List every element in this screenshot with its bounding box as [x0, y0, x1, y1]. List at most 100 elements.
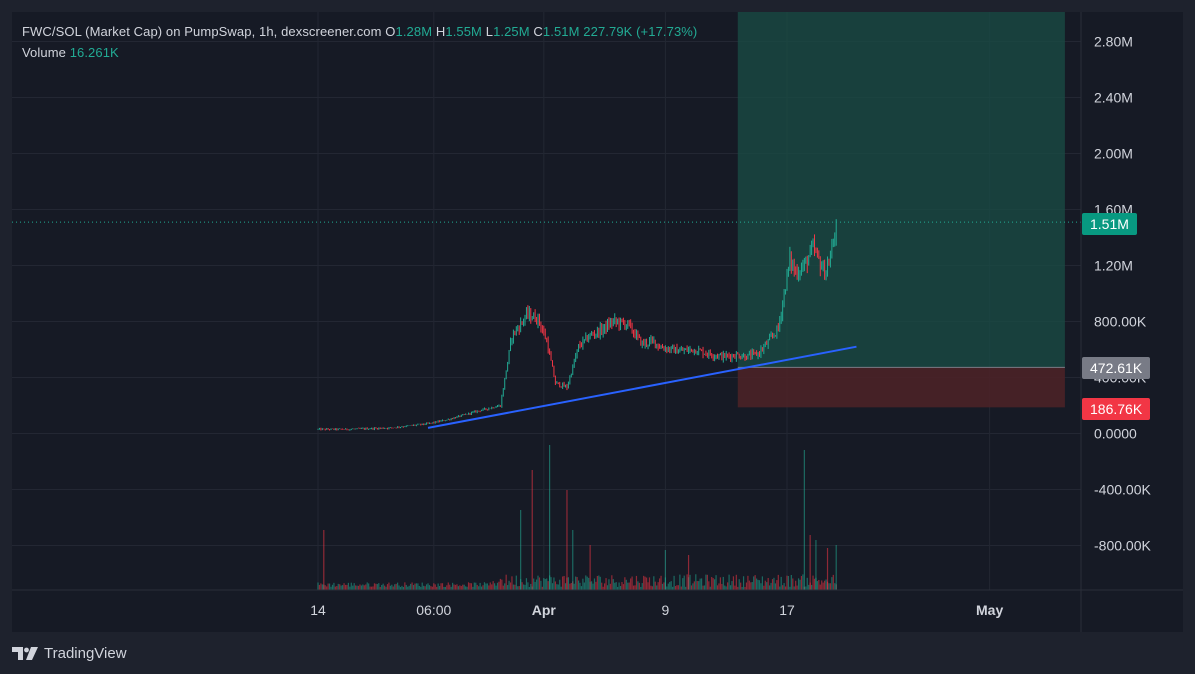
volume-bar [780, 576, 782, 590]
volume-bar [672, 586, 674, 590]
volume-bar [777, 574, 779, 590]
volume-bar [401, 585, 403, 590]
volume-bar [832, 574, 834, 590]
x-tick-label: 17 [779, 602, 795, 618]
volume-bar [408, 585, 410, 590]
chart-pane[interactable]: 2.80M2.40M2.00M1.60M1.20M800.00K400.00K0… [12, 12, 1183, 632]
volume-bar [331, 584, 334, 590]
low-label: L [485, 24, 494, 39]
volume-bar [575, 576, 577, 590]
volume-bar [640, 586, 642, 590]
volume-bar [392, 586, 394, 590]
volume-bar [433, 583, 435, 590]
volume-bar [405, 584, 407, 590]
volume-bar [719, 577, 722, 590]
volume-bar [666, 586, 668, 590]
volume-bar [438, 585, 441, 590]
volume-bar [447, 582, 449, 590]
volume-bar [379, 586, 381, 590]
volume-bar [598, 575, 600, 590]
volume-bar [779, 586, 781, 590]
volume-bar [505, 574, 507, 590]
symbol-title: FWC/SOL (Market Cap) on PumpSwap, 1h, de… [22, 24, 382, 39]
volume-bar [407, 586, 409, 590]
volume-bar [722, 576, 724, 590]
volume-bar [357, 585, 360, 590]
volume-bar [595, 581, 597, 590]
volume-legend: Volume 16.261K [22, 45, 119, 60]
volume-bar [517, 586, 519, 590]
open-label: O [385, 24, 396, 39]
volume-bar [467, 582, 470, 590]
volume-bar [383, 585, 386, 590]
volume-bar [424, 586, 426, 590]
volume-bar [676, 585, 678, 590]
volume-bar [382, 583, 384, 590]
volume-bar [493, 583, 496, 590]
volume-bar [731, 581, 733, 590]
volume-spike [589, 545, 591, 590]
ohlc-legend: FWC/SOL (Market Cap) on PumpSwap, 1h, de… [22, 24, 697, 39]
volume-bar [608, 579, 610, 590]
volume-bar [388, 582, 390, 590]
volume-bar [786, 575, 788, 590]
volume-bar [834, 583, 836, 590]
volume-bar [740, 582, 742, 590]
x-tick-label: 9 [662, 602, 670, 618]
y-tick-label: -800.00K [1094, 538, 1151, 554]
volume-bar [614, 582, 616, 590]
volume-bar [822, 582, 824, 590]
volume-bar [363, 585, 365, 590]
volume-bar [699, 578, 701, 590]
y-tick-label: 2.40M [1094, 90, 1133, 106]
volume-bar [771, 579, 774, 590]
volume-bar [735, 574, 737, 590]
volume-spike [531, 470, 533, 590]
volume-bar [553, 577, 555, 590]
volume-bar [760, 583, 762, 590]
volume-bar [718, 583, 720, 590]
volume-bar [724, 585, 726, 590]
volume-spike [566, 490, 568, 590]
volume-bar [415, 583, 418, 590]
volume-bar [336, 586, 338, 590]
stop-price-tag: 186.76K [1082, 398, 1151, 420]
volume-bar [436, 586, 438, 590]
volume-bar [606, 585, 609, 590]
volume-bar [659, 578, 661, 590]
y-tick-label: 1.20M [1094, 258, 1133, 274]
volume-bar [486, 583, 488, 590]
volume-bar [446, 585, 448, 590]
volume-bar [421, 582, 423, 590]
volume-bar [469, 583, 471, 590]
chart-canvas[interactable]: 2.80M2.40M2.00M1.60M1.20M800.00K400.00K0… [12, 12, 1183, 632]
volume-bar [657, 582, 659, 590]
volume-bar [641, 583, 643, 590]
volume-bar [604, 583, 606, 590]
volume-bar [538, 577, 541, 590]
volume-bar [440, 583, 442, 590]
drawings[interactable] [12, 221, 1081, 429]
volume-bar [466, 586, 468, 590]
tradingview-attribution[interactable]: TradingView [12, 643, 127, 663]
profit-zone [737, 12, 1065, 368]
volume-bar [428, 585, 431, 590]
volume-bar [554, 581, 556, 590]
volume-bar [596, 575, 598, 590]
volume-bar [522, 584, 525, 590]
volume-bar [644, 576, 646, 590]
volume-bar [444, 586, 446, 590]
volume-bar [612, 579, 614, 590]
volume-bar [670, 581, 672, 590]
volume-bar [615, 582, 617, 590]
volume-bar [499, 578, 501, 590]
volume-bar [806, 577, 808, 590]
volume-bar [502, 585, 504, 590]
volume-bar [372, 586, 374, 590]
volume-bar [821, 580, 823, 590]
volume-bar [456, 584, 458, 590]
volume-bar [819, 584, 821, 590]
current-price-tag: 1.51M [1082, 213, 1137, 235]
volume-bar [398, 585, 400, 590]
volume-bar [327, 583, 329, 590]
